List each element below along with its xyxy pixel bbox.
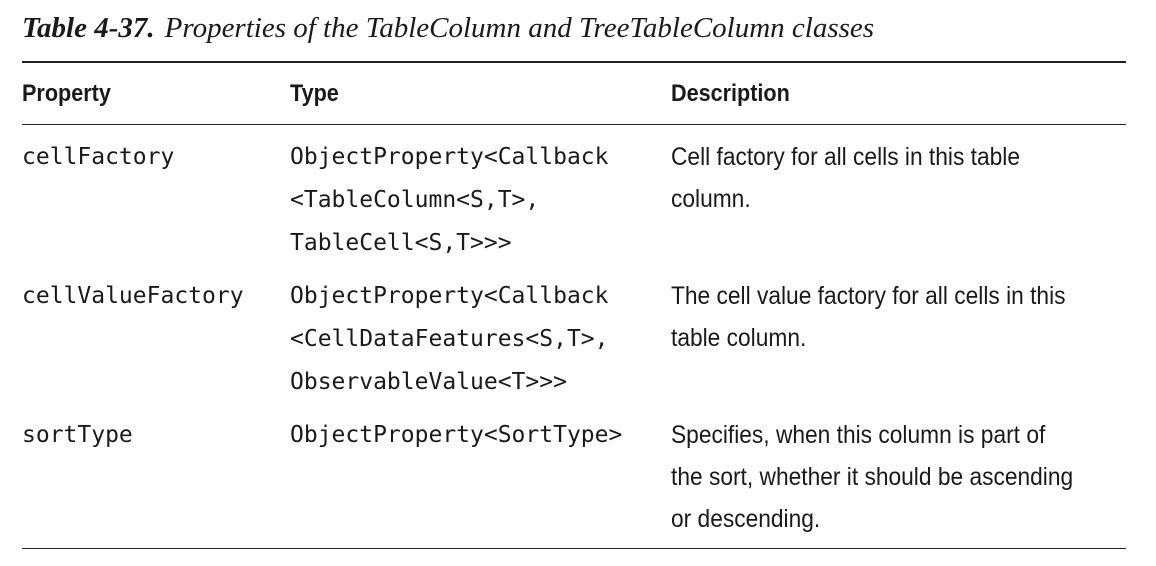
type-cell: ObjectProperty<SortType> (290, 414, 622, 457)
property-cell: sortType (22, 422, 133, 448)
bottom-rule (22, 548, 1126, 549)
header-description: Description (671, 80, 790, 107)
description-line: Specifies, when this column is part of (671, 421, 1046, 449)
table-caption: Table 4-37. Properties of the TableColumn… (22, 10, 874, 46)
type-line: <TableColumn<S,T>, (290, 187, 540, 213)
type-cell: ObjectProperty<Callback <TableColumn<S,T… (290, 136, 609, 265)
table-title: Properties of the TableColumn and TreeTa… (164, 12, 875, 44)
header-type: Type (290, 80, 339, 107)
header-rule (22, 124, 1126, 125)
property-cell: cellValueFactory (22, 283, 244, 309)
property-cell: cellFactory (22, 144, 175, 170)
description-cell: Cell factory for all cells in this table… (671, 136, 1020, 220)
description-line: The cell value factory for all cells in … (671, 282, 1066, 310)
type-line: TableCell<S,T>>> (290, 230, 512, 256)
description-cell: Specifies, when this column is part of t… (671, 414, 1073, 540)
description-cell: The cell value factory for all cells in … (671, 275, 1065, 359)
type-line: ObjectProperty<Callback (290, 144, 609, 170)
top-rule (22, 61, 1126, 63)
description-line: or descending. (671, 505, 821, 533)
description-line: table column. (671, 324, 807, 352)
table-number: Table 4-37. (22, 12, 155, 44)
type-cell: ObjectProperty<Callback <CellDataFeature… (290, 275, 609, 404)
type-line: ObjectProperty<Callback (290, 283, 609, 309)
description-line: column. (671, 185, 751, 213)
type-line: ObjectProperty<SortType> (290, 422, 623, 448)
header-property: Property (22, 80, 111, 107)
type-line: <CellDataFeatures<S,T>, (290, 326, 609, 352)
description-line: the sort, whether it should be ascending (671, 463, 1074, 491)
type-line: ObservableValue<T>>> (290, 369, 567, 395)
description-line: Cell factory for all cells in this table (671, 143, 1020, 171)
